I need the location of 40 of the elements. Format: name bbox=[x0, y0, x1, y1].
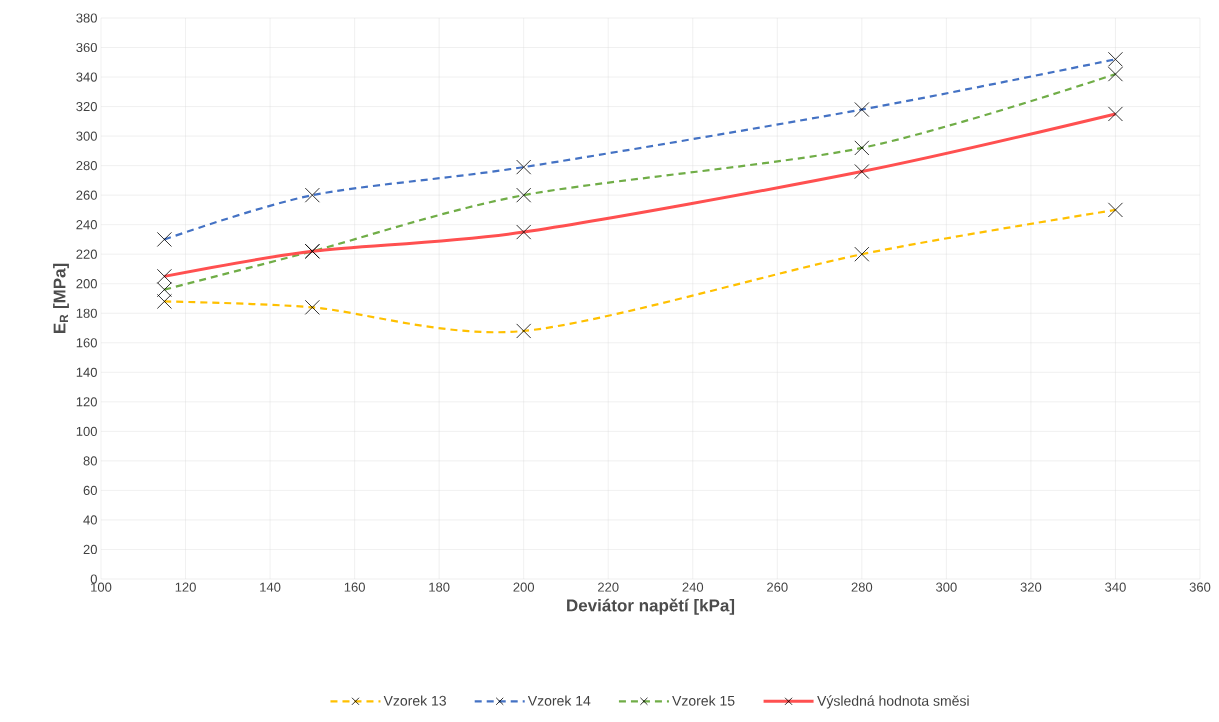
y-tick-label: 380 bbox=[76, 13, 97, 23]
x-tick-label: 260 bbox=[767, 582, 788, 592]
x-tick-label: 200 bbox=[513, 582, 535, 592]
x-tick-label: 100 bbox=[91, 582, 112, 592]
x-tick-label: 220 bbox=[598, 582, 619, 592]
y-tick-label: 60 bbox=[83, 485, 97, 496]
legend-label: Vzorek 14 bbox=[527, 695, 591, 706]
y-tick-label: 100 bbox=[76, 426, 97, 436]
y-tick-label: 280 bbox=[76, 161, 97, 171]
y-tick-label: 80 bbox=[83, 456, 97, 466]
x-tick-label: 240 bbox=[682, 582, 704, 592]
x-tick-label: 160 bbox=[344, 582, 365, 592]
x-tick-label: 360 bbox=[1189, 582, 1211, 592]
y-tick-label: 360 bbox=[76, 42, 97, 53]
y-tick-label: 300 bbox=[76, 131, 97, 141]
x-tick-label: 340 bbox=[1105, 582, 1126, 592]
y-tick-label: 160 bbox=[76, 338, 97, 348]
legend-label: Výsledná hodnota směsi bbox=[817, 695, 969, 709]
legend-label: Vzorek 13 bbox=[383, 695, 446, 706]
x-tick-label: 300 bbox=[936, 582, 957, 592]
x-tick-label: 140 bbox=[260, 582, 281, 592]
y-tick-label: 0 bbox=[90, 574, 97, 584]
x-tick-label: 320 bbox=[1020, 582, 1042, 592]
y-tick-label: 180 bbox=[76, 308, 97, 318]
y-tick-label: 320 bbox=[76, 101, 97, 112]
x-tick-label: 180 bbox=[429, 582, 450, 592]
y-tick-label: 240 bbox=[76, 220, 97, 230]
legend-label: Vzorek 15 bbox=[672, 695, 735, 706]
y-tick-label: 120 bbox=[76, 397, 97, 407]
x-tick-label: 280 bbox=[851, 582, 873, 592]
y-tick-label: 220 bbox=[76, 249, 97, 259]
y-tick-label: 200 bbox=[76, 279, 97, 289]
y-tick-label: 40 bbox=[83, 515, 97, 525]
y-tick-label: 140 bbox=[76, 367, 97, 377]
x-tick-label: 120 bbox=[175, 582, 196, 592]
y-tick-label: 340 bbox=[76, 72, 97, 82]
x-axis-title: Deviátor napětí [kPa] bbox=[567, 598, 735, 615]
y-tick-label: 20 bbox=[83, 544, 97, 555]
y-axis-title: E$_{R}$ [MPa] bbox=[53, 263, 69, 334]
y-tick-label: 260 bbox=[76, 190, 97, 200]
